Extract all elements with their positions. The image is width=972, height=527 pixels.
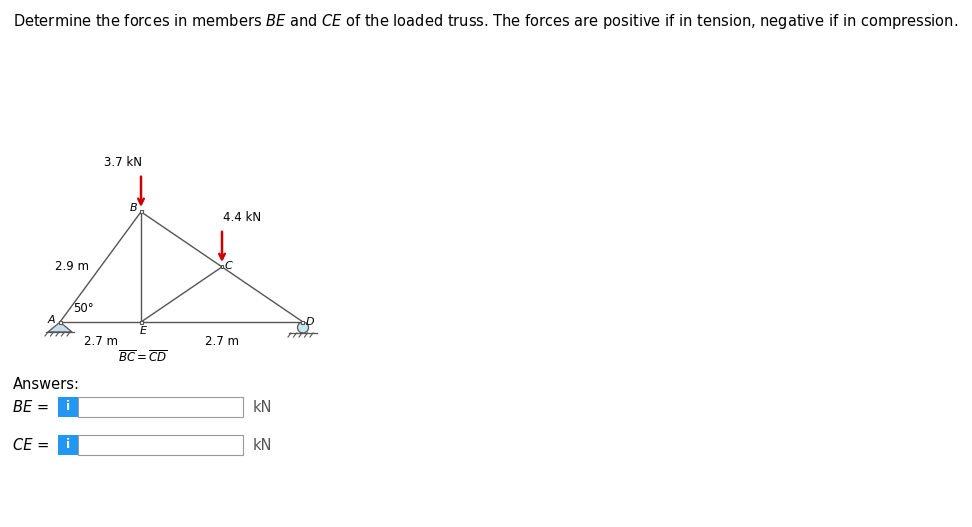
Text: 2.9 m: 2.9 m (54, 260, 88, 274)
Text: BE =: BE = (13, 399, 50, 415)
Text: B: B (130, 203, 138, 213)
Bar (221, 266, 224, 268)
Text: kN: kN (253, 437, 272, 453)
Bar (140, 210, 143, 213)
FancyBboxPatch shape (58, 435, 78, 455)
Bar (140, 320, 143, 324)
Text: i: i (66, 438, 70, 452)
Text: CE =: CE = (13, 437, 50, 453)
Circle shape (297, 322, 308, 333)
FancyBboxPatch shape (78, 435, 243, 455)
Text: 3.7 kN: 3.7 kN (104, 156, 142, 169)
Text: $\overline{BC}=\overline{CD}$: $\overline{BC}=\overline{CD}$ (118, 350, 168, 366)
Text: E: E (140, 326, 147, 336)
FancyBboxPatch shape (58, 397, 78, 417)
Text: A: A (48, 315, 54, 325)
Text: Determine the forces in members $\it{BE}$ and $\it{CE}$ of the loaded truss. The: Determine the forces in members $\it{BE}… (13, 12, 958, 31)
Text: C: C (225, 261, 232, 271)
Text: i: i (66, 401, 70, 414)
Text: 2.7 m: 2.7 m (84, 335, 118, 348)
Bar (58, 320, 61, 324)
Text: 50°: 50° (73, 302, 93, 315)
FancyBboxPatch shape (78, 397, 243, 417)
Text: D: D (305, 317, 314, 327)
Polygon shape (48, 322, 72, 332)
Text: Answers:: Answers: (13, 377, 80, 392)
Bar (301, 320, 304, 324)
Text: 4.4 kN: 4.4 kN (223, 211, 261, 224)
Text: kN: kN (253, 399, 272, 415)
Text: 2.7 m: 2.7 m (205, 335, 239, 348)
